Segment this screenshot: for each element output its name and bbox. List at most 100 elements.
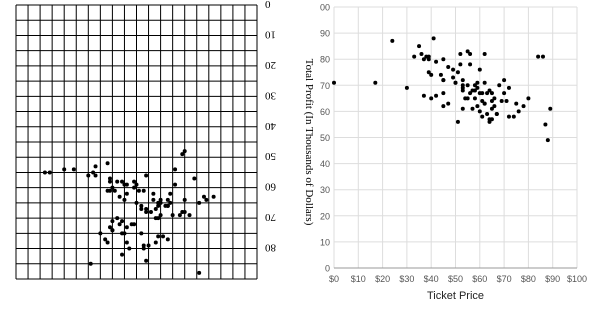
right-y-tick-label: 70 bbox=[320, 81, 330, 91]
left-y-tick-label: 60 bbox=[265, 181, 277, 193]
right-x-axis-title: Ticket Price bbox=[427, 290, 484, 302]
left-data-point bbox=[197, 270, 202, 275]
right-data-point bbox=[373, 80, 378, 85]
left-data-point bbox=[117, 194, 122, 199]
left-data-point bbox=[120, 219, 125, 224]
right-data-point bbox=[390, 38, 395, 43]
left-data-point bbox=[211, 194, 216, 199]
right-data-point bbox=[482, 51, 487, 56]
right-data-point bbox=[426, 70, 431, 75]
right-data-point bbox=[492, 104, 497, 109]
right-data-point bbox=[511, 114, 516, 119]
left-y-axis-title: Total Profit (In Thousands of Dollars) bbox=[303, 59, 315, 226]
right-data-point bbox=[470, 106, 475, 111]
left-data-point bbox=[148, 210, 153, 215]
right-data-point bbox=[480, 114, 485, 119]
left-data-point bbox=[132, 179, 137, 184]
right-x-tick-label: $10 bbox=[351, 274, 366, 284]
right-data-point bbox=[441, 104, 446, 109]
left-data-point bbox=[42, 170, 47, 175]
left-data-point bbox=[182, 197, 187, 202]
right-data-point bbox=[438, 72, 443, 77]
right-y-tick-label: 80 bbox=[320, 55, 330, 65]
right-data-point bbox=[441, 78, 446, 83]
right-y-tick-label: 60 bbox=[320, 107, 330, 117]
right-data-point bbox=[502, 91, 507, 96]
left-data-point bbox=[144, 258, 149, 263]
right-x-tick-label: $0 bbox=[329, 274, 339, 284]
right-data-point bbox=[458, 51, 463, 56]
left-data-point bbox=[47, 170, 52, 175]
right-data-point bbox=[429, 96, 434, 101]
right-data-point bbox=[480, 91, 485, 96]
right-x-tick-label: $60 bbox=[472, 274, 487, 284]
right-data-point bbox=[477, 67, 482, 72]
right-data-point bbox=[412, 54, 417, 59]
left-data-point bbox=[107, 179, 112, 184]
left-data-point bbox=[151, 191, 156, 196]
left-data-point bbox=[187, 213, 192, 218]
right-y-tick-label: 10 bbox=[320, 237, 330, 247]
right-data-point bbox=[472, 83, 477, 88]
right-data-point bbox=[514, 101, 519, 106]
left-data-point bbox=[144, 210, 149, 215]
left-y-tick-label: 30 bbox=[265, 89, 277, 101]
left-data-point bbox=[182, 149, 187, 154]
left-data-point bbox=[132, 185, 137, 190]
right-data-point bbox=[453, 80, 458, 85]
left-data-point bbox=[124, 191, 129, 196]
left-data-point bbox=[165, 237, 170, 242]
right-data-point bbox=[429, 72, 434, 77]
right-data-point bbox=[460, 78, 465, 83]
left-data-point bbox=[91, 170, 96, 175]
left-data-point bbox=[103, 237, 108, 242]
left-data-point bbox=[117, 222, 122, 227]
right-data-point bbox=[540, 54, 545, 59]
right-data-point bbox=[543, 122, 548, 127]
left-data-point bbox=[139, 203, 144, 208]
right-y-tick-label: 0 bbox=[325, 264, 330, 274]
left-data-point bbox=[134, 200, 139, 205]
right-data-point bbox=[487, 88, 492, 93]
left-y-tick-label: 50 bbox=[265, 150, 277, 162]
left-data-point bbox=[136, 188, 141, 193]
left-data-point bbox=[127, 246, 132, 251]
right-y-tick-label: 100 bbox=[320, 3, 330, 13]
right-data-point bbox=[446, 65, 451, 70]
left-y-tick-label: 80 bbox=[265, 242, 277, 254]
right-data-point bbox=[494, 112, 499, 117]
left-data-point bbox=[107, 176, 112, 181]
left-data-point bbox=[192, 176, 197, 181]
left-data-point bbox=[110, 185, 115, 190]
left-data-point bbox=[110, 219, 115, 224]
right-x-tick-label: $90 bbox=[545, 274, 560, 284]
left-data-point bbox=[156, 200, 161, 205]
left-data-point bbox=[141, 188, 146, 193]
left-data-point bbox=[129, 222, 134, 227]
right-data-point bbox=[475, 85, 480, 90]
right-x-tick-label: $70 bbox=[497, 274, 512, 284]
right-data-point bbox=[516, 109, 521, 114]
right-data-point bbox=[506, 114, 511, 119]
right-data-point bbox=[417, 44, 422, 49]
right-data-point bbox=[451, 67, 456, 72]
right-data-point bbox=[506, 85, 511, 90]
left-y-tick-label: 40 bbox=[265, 120, 277, 132]
left-data-point bbox=[158, 213, 163, 218]
right-data-point bbox=[504, 98, 509, 103]
right-data-point bbox=[485, 112, 490, 117]
right-data-point bbox=[492, 96, 497, 101]
right-data-point bbox=[521, 104, 526, 109]
right-data-point bbox=[441, 57, 446, 62]
left-data-point bbox=[124, 225, 129, 230]
right-data-point bbox=[404, 85, 409, 90]
left-data-point bbox=[163, 203, 168, 208]
left-data-point bbox=[173, 182, 178, 187]
right-x-tick-label: $80 bbox=[521, 274, 536, 284]
right-y-tick-label: 40 bbox=[320, 159, 330, 169]
right-data-point bbox=[460, 106, 465, 111]
right-data-point bbox=[545, 138, 550, 143]
left-data-point bbox=[107, 225, 112, 230]
left-data-point bbox=[151, 197, 156, 202]
